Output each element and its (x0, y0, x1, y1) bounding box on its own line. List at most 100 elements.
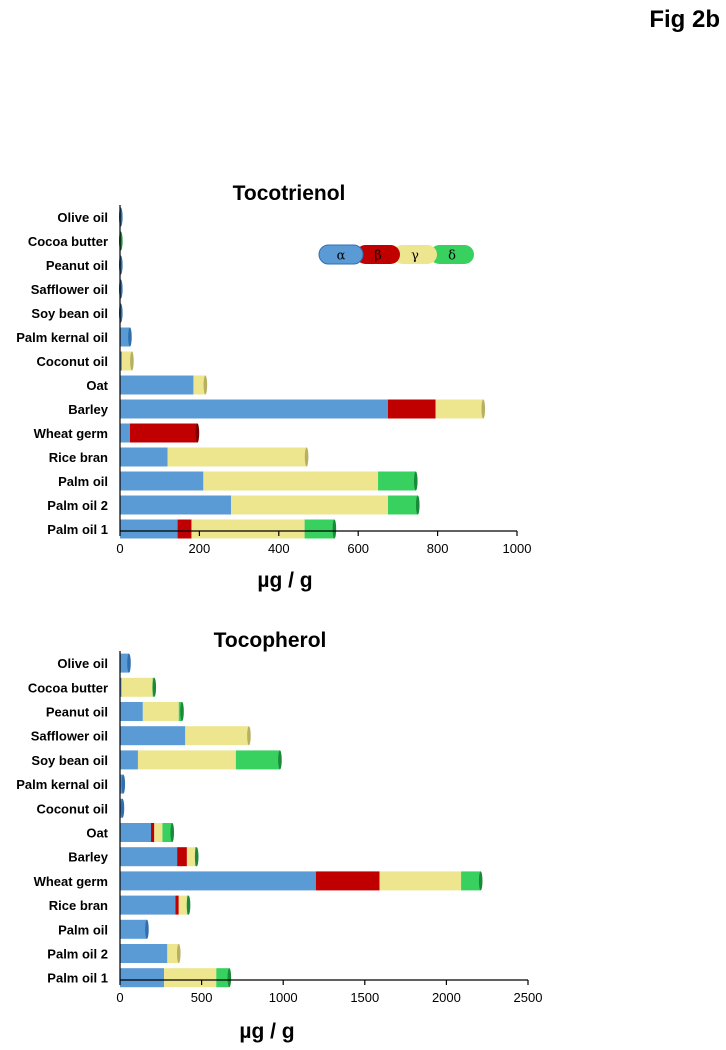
bar-segment-delta (461, 871, 481, 891)
bar-end-cap (127, 653, 131, 673)
bar-segment-alpha (120, 351, 122, 371)
category-label: Wheat germ (34, 426, 108, 441)
bar-segment-beta (177, 519, 192, 539)
bar-segment-delta (216, 968, 230, 988)
bar-segment-delta (378, 471, 416, 491)
bar-segment-delta (304, 519, 335, 539)
bar-segment-gamma (203, 471, 379, 491)
legend-label: α (337, 249, 346, 264)
bar-segment-alpha (120, 327, 130, 347)
bar-end-cap (186, 895, 191, 915)
bar-segment-alpha (120, 847, 178, 867)
category-label: Palm oil 2 (47, 498, 108, 513)
bar-segment-alpha (120, 750, 138, 770)
bar-segment-gamma (185, 726, 249, 746)
category-label: Palm kernal oil (16, 330, 108, 345)
category-label: Safflower oil (31, 729, 108, 744)
bar-end-cap (332, 519, 337, 539)
bar-segment-gamma (186, 847, 196, 867)
category-label: Safflower oil (31, 282, 108, 297)
bar-segment-alpha (120, 823, 152, 842)
x-tick-label: 1500 (350, 990, 379, 1005)
x-tick-label: 1000 (503, 541, 532, 556)
category-label: Coconut oil (37, 354, 109, 369)
x-tick-label: 600 (347, 541, 369, 556)
bar-segment-alpha (120, 423, 130, 443)
x-axis-label: µg / g (257, 569, 312, 592)
bar-end-cap (176, 944, 181, 963)
bar-segment-gamma (379, 871, 462, 891)
bar-segment-gamma (167, 447, 307, 467)
legend-label: γ (411, 249, 419, 264)
bar-segment-beta (151, 823, 155, 842)
bar-end-cap (278, 750, 282, 770)
category-label: Rice bran (49, 450, 108, 465)
bar-end-cap (128, 327, 132, 347)
category-label: Palm oil (58, 922, 108, 937)
bar-end-cap (194, 847, 199, 867)
bar-segment-alpha (120, 653, 129, 673)
bar-end-cap (152, 677, 157, 697)
legend-label: δ (448, 249, 456, 264)
bar-end-cap (478, 871, 483, 891)
bar-segment-gamma (193, 375, 206, 395)
bar-segment-gamma (142, 702, 179, 721)
chart-title: Tocotrienol (233, 182, 346, 205)
category-label: Oat (86, 826, 108, 841)
bar-segment-alpha (120, 471, 204, 491)
x-tick-label: 1000 (269, 990, 298, 1005)
category-label: Barley (68, 402, 109, 417)
bar-segment-delta (235, 750, 280, 770)
legend: α β γ δ (318, 244, 474, 265)
bar-segment-beta (387, 399, 436, 419)
category-label: Cocoa butter (28, 234, 108, 249)
bar-segment-alpha (120, 726, 186, 746)
bar-end-cap (195, 423, 200, 443)
bar-segment-gamma (178, 895, 187, 915)
x-tick-label: 0 (116, 990, 123, 1005)
bar-end-cap (120, 798, 125, 818)
legend-swatch-gamma (393, 245, 437, 264)
bar-segment-gamma (231, 495, 388, 515)
bar-segment-gamma (121, 351, 132, 371)
x-tick-label: 200 (189, 541, 211, 556)
bar-segment-alpha (120, 677, 122, 697)
legend-swatch-alpha (318, 244, 364, 265)
bar-end-cap (481, 399, 486, 419)
bar-segment-alpha (120, 895, 176, 915)
chart-tocotrienol: Tocotrienol Olive oil Cocoa butter Peanut o… (16, 182, 531, 592)
bar-segment-alpha (120, 702, 143, 721)
x-axis-label: µg / g (239, 1020, 294, 1043)
bar-segment-beta (177, 847, 187, 867)
bar-end-cap (121, 774, 126, 794)
legend-swatch-beta (356, 245, 400, 264)
bar-segment-beta (129, 423, 198, 443)
bar-end-cap (203, 375, 208, 395)
bar-end-cap (227, 968, 232, 988)
bar-segment-alpha (120, 919, 147, 939)
category-label: Cocoa butter (28, 680, 108, 695)
bar-end-cap (145, 919, 149, 939)
bar-segment-gamma (121, 677, 153, 697)
bar-segment-gamma (191, 519, 305, 539)
bar-end-cap (180, 702, 184, 721)
bar-segment-gamma (435, 399, 484, 419)
category-label: Wheat germ (34, 874, 108, 889)
category-label: Palm kernal oil (16, 777, 108, 792)
bar-segment-beta (175, 895, 179, 915)
bar-segment-gamma (164, 968, 217, 988)
x-tick-label: 500 (191, 990, 213, 1005)
category-label: Peanut oil (46, 705, 108, 720)
category-label: Coconut oil (37, 801, 109, 816)
category-label: Palm oil 1 (47, 971, 108, 986)
category-label: Oat (86, 378, 108, 393)
bar-segment-delta (387, 495, 418, 515)
category-label: Palm oil 1 (47, 522, 108, 537)
category-label: Palm oil (58, 474, 108, 489)
x-tick-label: 800 (427, 541, 449, 556)
bar-segment-alpha (120, 519, 178, 539)
bar-segment-gamma (137, 750, 236, 770)
bar-end-cap (130, 351, 134, 371)
legend-swatch-delta (430, 245, 474, 264)
